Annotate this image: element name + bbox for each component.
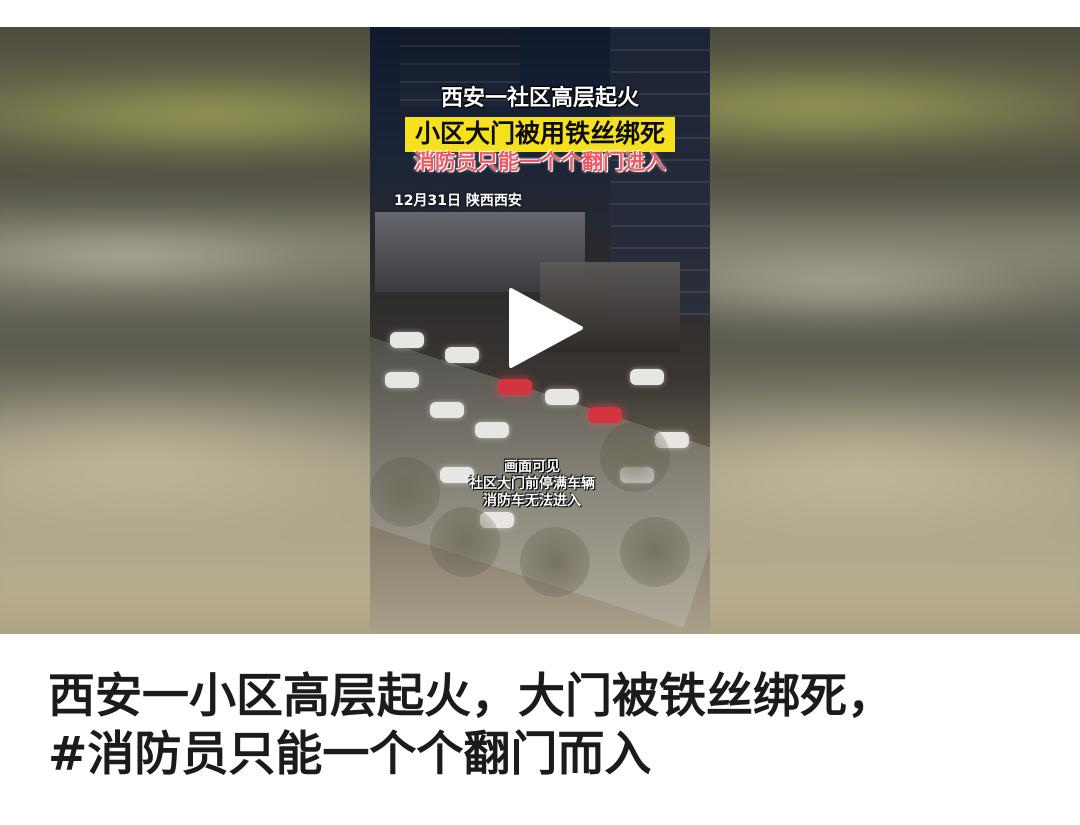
high-rise-building bbox=[400, 27, 520, 107]
headline-line-2: #消防员只能一个个翻门而入 bbox=[48, 727, 652, 782]
video-caption-line: 画面可见 bbox=[504, 459, 560, 475]
video-caption: 画面可见 社区大门前停满车辆 消防车无法进入 bbox=[447, 459, 617, 510]
video-title-line-3: 消防员只能一个个翻门进入 bbox=[414, 150, 666, 174]
car bbox=[475, 422, 509, 438]
tree bbox=[620, 517, 690, 587]
tree bbox=[520, 527, 590, 597]
car bbox=[445, 347, 479, 363]
fire-truck bbox=[588, 407, 622, 423]
video-date-location: 12月31日 陕西西安 bbox=[394, 193, 522, 209]
car bbox=[385, 372, 419, 388]
car bbox=[430, 402, 464, 418]
headline-line-1: 西安一小区高层起火，大门被铁丝绑死， bbox=[48, 669, 894, 724]
car bbox=[545, 389, 579, 405]
tree bbox=[600, 422, 670, 492]
video-caption-line: 消防车无法进入 bbox=[483, 493, 581, 509]
fire-truck bbox=[498, 379, 532, 395]
car bbox=[440, 467, 474, 483]
video-player[interactable]: 西安一社区高层起火 小区大门被用铁丝绑死 消防员只能一个个翻门进入 12月31日… bbox=[0, 27, 1080, 634]
tree bbox=[430, 507, 500, 577]
video-title-line-1: 西安一社区高层起火 bbox=[440, 86, 639, 111]
video-title-line-2: 小区大门被用铁丝绑死 bbox=[405, 117, 675, 152]
video-caption-line: 社区大门前停满车辆 bbox=[469, 476, 595, 492]
article-headline[interactable]: 西安一小区高层起火，大门被铁丝绑死， #消防员只能一个个翻门而入 bbox=[48, 668, 1048, 784]
tree bbox=[370, 457, 440, 527]
play-icon bbox=[509, 288, 583, 368]
play-button[interactable] bbox=[503, 288, 583, 368]
car bbox=[390, 332, 424, 348]
car bbox=[630, 369, 664, 385]
